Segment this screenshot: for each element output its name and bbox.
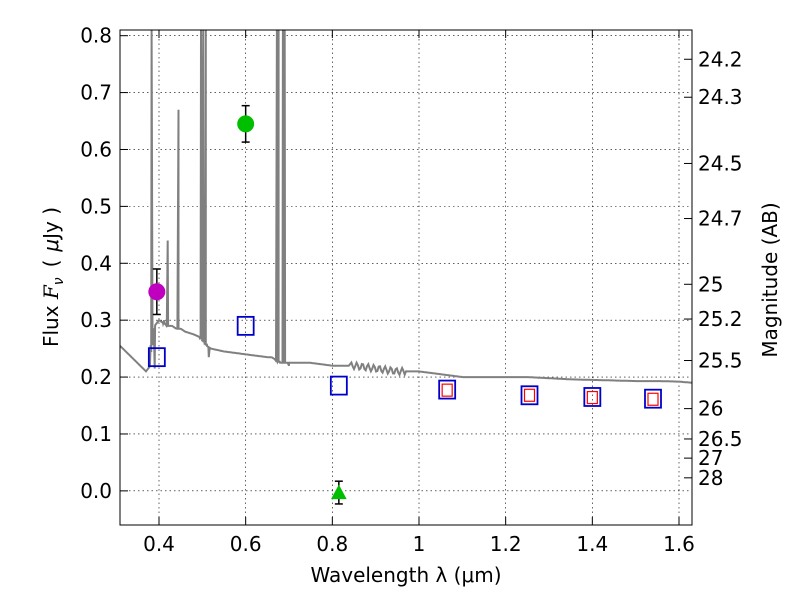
- mag-tick-label-5: 25.2: [698, 307, 743, 331]
- y-axis-title: Flux Fν ( μJy ): [39, 207, 67, 347]
- x-tick-label-2: 0.8: [316, 532, 348, 556]
- photometry-markers: [147, 104, 662, 505]
- model-photometry-point-2: [329, 375, 348, 396]
- y-axis-title-subscript: ν: [51, 277, 67, 285]
- x-tick-label-3: 1: [413, 532, 426, 556]
- y-tick-label-0: 0.0: [80, 479, 112, 503]
- y-tick-label-8: 0.8: [80, 24, 112, 48]
- model-photometry-point-0: [147, 347, 166, 368]
- mag-tick-label-4: 25: [698, 272, 723, 296]
- secondary-photometry-point-0: [441, 383, 453, 397]
- mag-tick-label-3: 24.7: [698, 207, 743, 231]
- observation-magenta-marker: [148, 283, 166, 301]
- secondary-photometry-point-1: [523, 388, 536, 402]
- y-tick-label-6: 0.6: [80, 137, 112, 161]
- right-axis-title: Magnitude (AB): [758, 202, 782, 357]
- axis-ticks: 0.4 0.6 0.8 1 1.2 1.4 1.6 0.0 0.1 0.2 0.3 0.4 0.5 0.6…: [80, 24, 742, 556]
- mag-tick-label-10: 28: [698, 466, 723, 490]
- y-tick-label-4: 0.4: [80, 251, 112, 275]
- grid-lines: [120, 30, 692, 525]
- x-tick-label-4: 1.2: [490, 532, 522, 556]
- model-photometry-point-5: [583, 387, 602, 407]
- y-axis-title-variable: F: [39, 284, 63, 300]
- x-tick-label-0: 0.4: [143, 532, 175, 556]
- y-tick-label-5: 0.5: [80, 194, 112, 218]
- x-tick-label-6: 1.6: [663, 532, 695, 556]
- mag-tick-label-9: 27: [698, 446, 723, 470]
- x-axis-title: Wavelength λ (μm): [310, 563, 501, 587]
- x-tick-label-1: 0.6: [230, 532, 262, 556]
- observation-green-marker: [237, 115, 255, 133]
- mag-tick-label-0: 24.2: [698, 47, 743, 71]
- model-spectrum: [119, 29, 693, 384]
- model-photometry-point-4: [520, 385, 539, 406]
- observation-green-triangle-marker: [330, 484, 347, 500]
- model-photometry-point-6: [644, 388, 662, 409]
- x-tick-label-5: 1.4: [576, 532, 608, 556]
- y-axis-title-mu: μ: [39, 239, 63, 253]
- model-spectrum-line: [119, 29, 693, 384]
- secondary-photometry-point-2: [586, 390, 598, 405]
- mag-tick-label-8: 26.5: [698, 427, 743, 451]
- model-photometry-point-3: [438, 379, 457, 400]
- model-photometry-point-1: [236, 315, 255, 336]
- secondary-photometry-point-3: [647, 392, 659, 406]
- y-axis-title-open: (: [39, 260, 63, 268]
- mag-tick-label-6: 25.5: [698, 349, 743, 373]
- y-tick-label-2: 0.2: [80, 365, 112, 389]
- y-axis-title-prefix: Flux: [39, 299, 63, 347]
- y-tick-label-3: 0.3: [80, 308, 112, 332]
- y-axis-title-unit: Jy ): [39, 207, 63, 241]
- mag-tick-label-2: 24.5: [698, 151, 743, 175]
- mag-tick-label-1: 24.3: [698, 85, 743, 109]
- y-tick-label-7: 0.7: [80, 81, 112, 105]
- mag-tick-label-7: 26: [698, 397, 723, 421]
- y-tick-label-1: 0.1: [80, 422, 112, 446]
- plot-frame: [119, 29, 693, 526]
